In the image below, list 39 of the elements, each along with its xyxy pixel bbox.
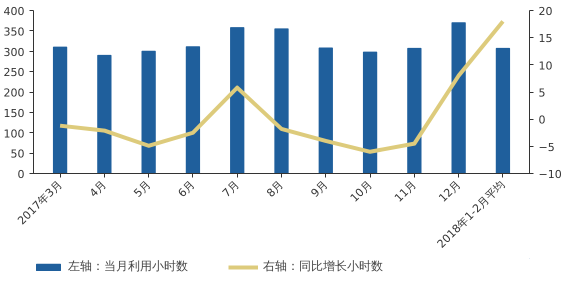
x-tick-label: 12月	[436, 178, 464, 205]
y-tick-label: 350	[4, 25, 25, 38]
y-tick-label: 250	[4, 66, 25, 80]
x-tick-label: 4月	[87, 178, 109, 200]
legend-label: 右轴：同比增长小时数	[263, 258, 383, 275]
bar	[52, 46, 68, 174]
y-tick-label: 50	[10, 148, 25, 161]
bar	[407, 48, 422, 174]
bar	[452, 22, 466, 174]
y2-tick-label: 15	[538, 32, 552, 46]
bar	[362, 52, 378, 174]
y2-tick-label: −5	[538, 140, 555, 154]
bar	[230, 27, 244, 174]
x-tick-label: 7月	[220, 178, 242, 200]
y2-tick-label: 20	[538, 5, 552, 18]
y2-tick-label: 10	[538, 59, 552, 72]
y-tick-label: 150	[4, 106, 25, 120]
x-tick-label: 10月	[348, 178, 375, 205]
line-series	[58, 19, 505, 154]
bar	[496, 48, 510, 174]
y2-tick-label: 5	[538, 86, 546, 100]
x-tick-label: 5月	[131, 178, 154, 200]
y-tick-label: 0	[18, 168, 24, 181]
y2-tick-label: −10	[538, 168, 562, 181]
bar	[274, 28, 289, 174]
y2-tick-label: 0	[538, 114, 546, 127]
x-tick-label: 9月	[308, 178, 330, 200]
bar	[318, 47, 333, 174]
legend-label: 左轴：当月利用小时数	[68, 258, 188, 275]
x-tick-label: 8月	[264, 178, 286, 200]
bar	[186, 46, 200, 174]
y-tick-label: 300	[4, 46, 25, 59]
x-tick-label: 11月	[392, 178, 419, 205]
y-tick-label: 100	[4, 127, 25, 140]
y-tick-label: 400	[4, 5, 25, 18]
bar	[142, 50, 156, 174]
x-tick-label: 6月	[176, 178, 198, 200]
y-tick-label: 200	[4, 86, 25, 100]
bar	[97, 54, 112, 174]
